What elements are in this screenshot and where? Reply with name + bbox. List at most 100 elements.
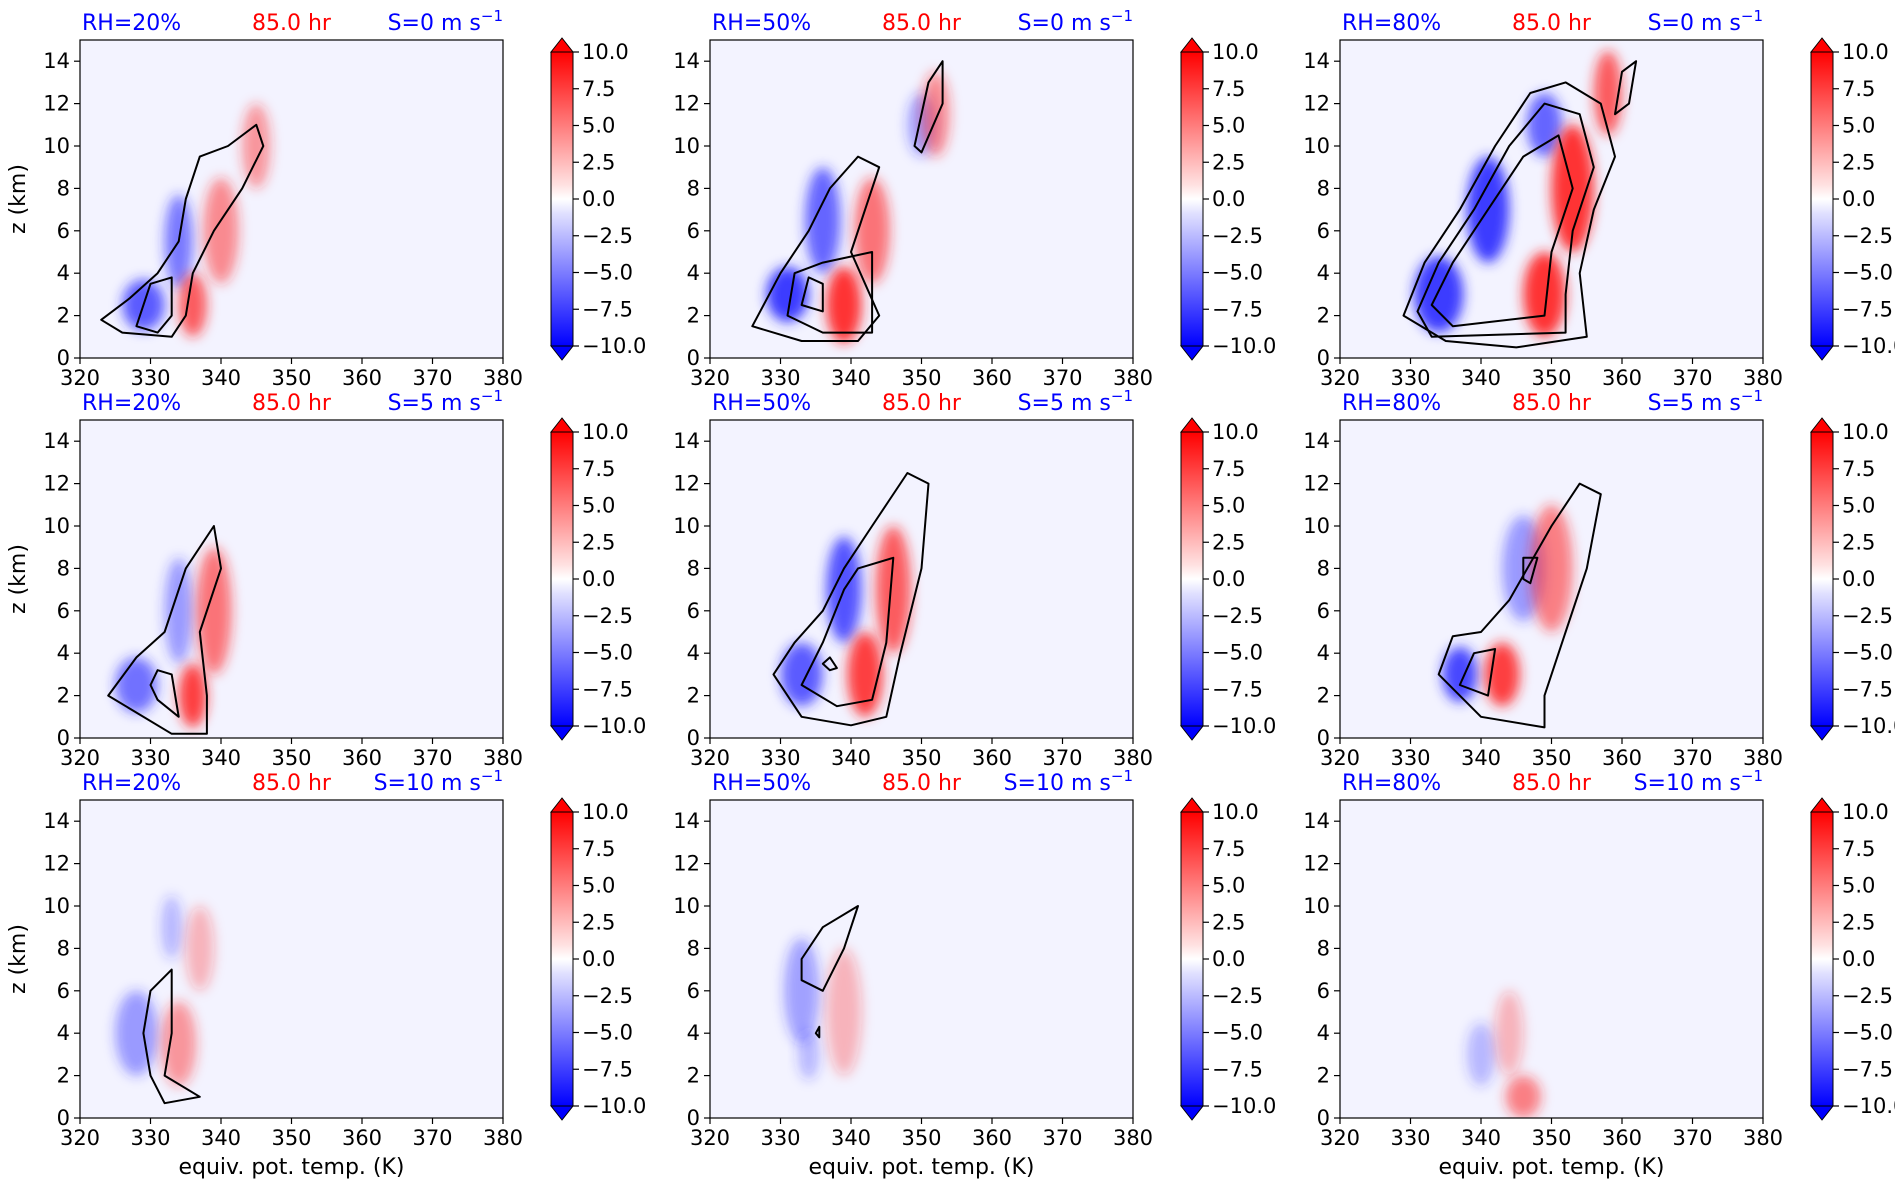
rh-title: RH=20% — [82, 771, 181, 796]
y-tick-label: 2 — [57, 684, 70, 708]
positive-anomaly-lobe — [203, 177, 239, 284]
contour-line — [800, 905, 859, 992]
negative-anomaly-lobe — [1466, 1022, 1496, 1087]
contour-line — [135, 276, 173, 334]
x-tick-label: 370 — [412, 366, 452, 390]
x-tick-label: 370 — [412, 1126, 452, 1150]
y-axis-label: z (km) — [6, 544, 31, 614]
colorbar-tick-label: 0.0 — [582, 567, 615, 591]
y-tick-label: 10 — [673, 894, 700, 918]
colorbar-tick-label: 5.0 — [1212, 114, 1245, 138]
time-title: 85.0 hr — [882, 391, 962, 416]
y-tick-label: 10 — [673, 134, 700, 158]
y-axis-label: z (km) — [6, 164, 31, 234]
y-tick-label: 10 — [43, 134, 70, 158]
positive-anomaly-lobe — [1495, 990, 1524, 1076]
colorbar-body — [1180, 811, 1204, 1107]
x-tick-label: 330 — [130, 366, 170, 390]
time-title: 85.0 hr — [252, 771, 332, 796]
colorbar-tick-label: 2.5 — [1842, 910, 1875, 934]
y-tick-label: 10 — [1303, 894, 1330, 918]
x-tick-label: 320 — [60, 1126, 100, 1150]
field — [784, 905, 862, 1080]
x-tick-label: 360 — [1602, 746, 1642, 770]
colorbar-tick-label: −10.0 — [1842, 714, 1895, 738]
colorbar-tick-label: −7.5 — [1842, 297, 1893, 321]
y-tick-label: 8 — [57, 176, 70, 200]
colorbar-tick-label: 0.0 — [1212, 947, 1245, 971]
x-tick-label: 370 — [1672, 1126, 1712, 1150]
colorbar-tick-label: 10.0 — [582, 420, 629, 444]
y-tick-label: 14 — [673, 809, 700, 833]
contour-line — [786, 251, 874, 334]
y-tick-label: 0 — [57, 1106, 70, 1130]
positive-anomaly-lobe — [875, 526, 911, 654]
y-tick-label: 10 — [43, 514, 70, 538]
colorbar-min-extend — [1809, 725, 1835, 741]
panel: 320 330 340 350 360 370 380 0 2 4 6 8 10 12 14 RH=50% 85… — [673, 387, 1276, 770]
y-tick-label: 4 — [1317, 641, 1330, 665]
field — [115, 895, 214, 1105]
y-tick-label: 4 — [57, 261, 70, 285]
x-tick-label: 370 — [1042, 1126, 1082, 1150]
colorbar-tick-label: −5.0 — [1212, 261, 1263, 285]
colorbar-tick-label: −2.5 — [1842, 604, 1893, 628]
x-tick-label: 360 — [972, 366, 1012, 390]
x-tick-label: 350 — [901, 746, 941, 770]
shear-title: S=10 m s−1 — [1634, 767, 1763, 796]
colorbar-max-extend — [1179, 797, 1205, 813]
rh-title: RH=50% — [712, 771, 811, 796]
x-tick-label: 360 — [972, 746, 1012, 770]
field — [100, 103, 271, 338]
x-tick-label: 320 — [60, 746, 100, 770]
colorbar-tick-label: −7.5 — [582, 297, 633, 321]
x-tick-label: 350 — [271, 366, 311, 390]
x-tick-label: 320 — [690, 1126, 730, 1150]
colorbar-min-extend — [1809, 345, 1835, 361]
colorbar-tick-label: −2.5 — [582, 224, 633, 248]
x-tick-label: 330 — [130, 1126, 170, 1150]
y-tick-label: 0 — [57, 346, 70, 370]
y-tick-label: 0 — [1317, 726, 1330, 750]
time-title: 85.0 hr — [252, 391, 332, 416]
x-tick-label: 340 — [1461, 746, 1501, 770]
colorbar: 10.0 7.5 5.0 2.5 0.0 −2.5 −5.0 −7.5 −10.0 — [549, 797, 646, 1121]
colorbar: 10.0 7.5 5.0 2.5 0.0 −2.5 −5.0 −7.5 −10.0 — [1809, 417, 1895, 741]
x-tick-label: 320 — [60, 366, 100, 390]
colorbar-tick-label: −10.0 — [1842, 334, 1895, 358]
colorbar-max-extend — [1809, 37, 1835, 53]
colorbar-tick-label: −7.5 — [582, 677, 633, 701]
panel: 320 330 340 350 360 370 380 0 2 4 6 8 10 12 14 RH=80% 85… — [1303, 7, 1895, 390]
y-tick-label: 0 — [687, 726, 700, 750]
negative-anomaly-lobe — [161, 895, 183, 959]
colorbar-max-extend — [549, 37, 575, 53]
colorbar-tick-label: 5.0 — [582, 874, 615, 898]
positive-anomaly-lobe — [1484, 642, 1520, 707]
contour-line — [1402, 81, 1616, 349]
x-axis-label: equiv. pot. temp. (K) — [1438, 1155, 1664, 1180]
colorbar-tick-label: 0.0 — [582, 187, 615, 211]
colorbar-min-extend — [549, 725, 575, 741]
colorbar-tick-label: −2.5 — [1842, 224, 1893, 248]
x-tick-label: 380 — [483, 1126, 523, 1150]
colorbar-tick-label: −10.0 — [582, 1094, 646, 1118]
y-tick-label: 6 — [57, 979, 70, 1003]
contour-line — [107, 525, 222, 735]
x-tick-label: 330 — [1390, 746, 1430, 770]
y-tick-label: 4 — [687, 261, 700, 285]
colorbar-tick-label: −2.5 — [1212, 984, 1263, 1008]
x-tick-label: 380 — [1743, 746, 1783, 770]
positive-anomaly-lobe — [1523, 252, 1566, 337]
colorbar-tick-label: −7.5 — [1842, 677, 1893, 701]
y-tick-label: 2 — [1317, 1064, 1330, 1088]
positive-anomaly-lobe — [178, 273, 207, 337]
colorbar-tick-label: −7.5 — [1212, 297, 1263, 321]
colorbar-max-extend — [1809, 417, 1835, 433]
y-tick-label: 12 — [1303, 852, 1330, 876]
colorbar-tick-label: −5.0 — [1842, 641, 1893, 665]
positive-anomaly-lobe — [196, 547, 232, 675]
shear-title: S=10 m s−1 — [1004, 767, 1133, 796]
colorbar-tick-label: −2.5 — [582, 984, 633, 1008]
y-tick-label: 4 — [57, 1021, 70, 1045]
y-tick-label: 14 — [1303, 429, 1330, 453]
